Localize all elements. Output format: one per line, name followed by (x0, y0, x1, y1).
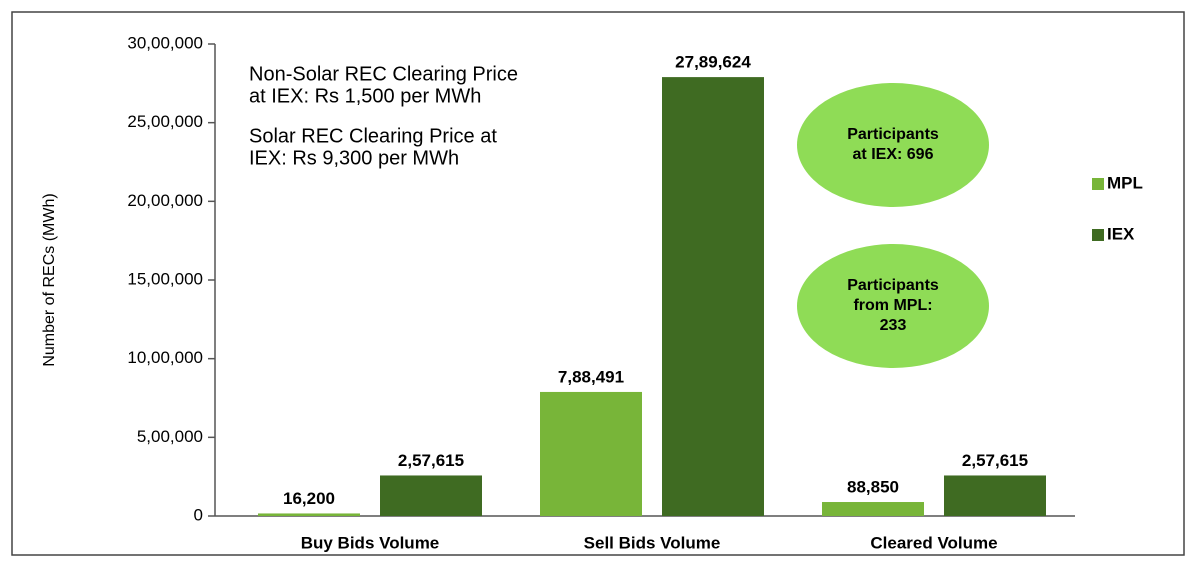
legend-label: MPL (1107, 173, 1143, 192)
data-label: 88,850 (847, 478, 899, 497)
y-tick-label: 5,00,000 (137, 427, 203, 446)
annotation: IEX: Rs 9,300 per MWh (249, 147, 459, 169)
y-tick-label: 10,00,000 (127, 348, 203, 367)
y-tick-label: 30,00,000 (127, 33, 203, 52)
annotation: Solar REC Clearing Price at (249, 125, 497, 147)
data-label: 27,89,624 (675, 53, 751, 72)
y-tick-label: 20,00,000 (127, 191, 203, 210)
bar (944, 475, 1046, 516)
bar (380, 475, 482, 516)
y-tick-label: 15,00,000 (127, 269, 203, 288)
y-tick-label: 0 (194, 505, 203, 524)
y-tick-label: 25,00,000 (127, 112, 203, 131)
data-label: 2,57,615 (962, 451, 1028, 470)
legend-label: IEX (1107, 224, 1135, 243)
data-label: 7,88,491 (558, 367, 624, 386)
callout-ellipse (797, 244, 989, 368)
callout-text: at IEX: 696 (853, 146, 934, 163)
annotation: at IEX: Rs 1,500 per MWh (249, 85, 481, 107)
bar (540, 391, 642, 516)
callout-text: 233 (880, 317, 907, 334)
x-tick-label: Buy Bids Volume (301, 533, 440, 552)
callout-text: from MPL: (853, 297, 932, 314)
bar (662, 77, 764, 517)
bar (822, 502, 924, 516)
callout-text: Participants (847, 126, 939, 143)
callout-text: Participants (847, 277, 939, 294)
callout-ellipse (797, 83, 989, 207)
legend-swatch (1092, 178, 1104, 190)
data-label: 2,57,615 (398, 451, 464, 470)
legend-swatch (1092, 229, 1104, 241)
y-axis-label: Number of RECs (MWh) (41, 193, 58, 366)
data-label: 16,200 (283, 489, 335, 508)
bar (258, 513, 360, 516)
x-tick-label: Sell Bids Volume (584, 533, 721, 552)
annotation: Non-Solar REC Clearing Price (249, 63, 518, 85)
x-tick-label: Cleared Volume (870, 533, 997, 552)
